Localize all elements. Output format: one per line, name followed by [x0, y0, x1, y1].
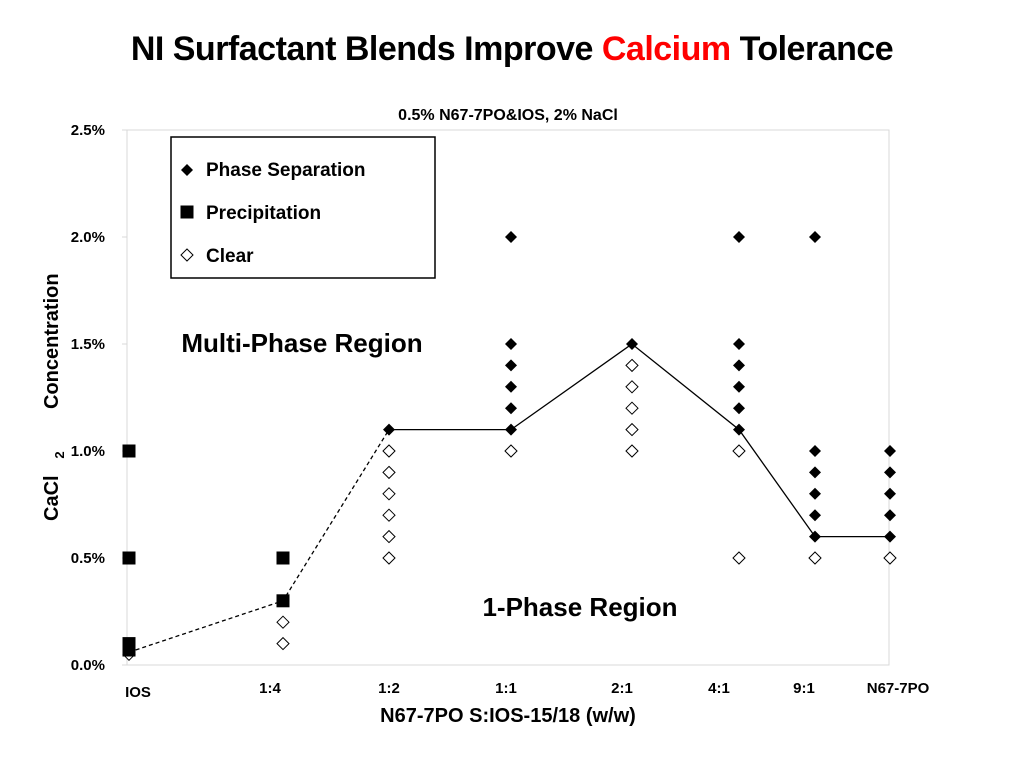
y-axis-label-main: CaCl	[41, 475, 63, 521]
y-axis-label-tail: Concentration	[41, 273, 63, 409]
clear-point	[883, 551, 897, 565]
slide-title: NI Surfactant Blends Improve Calcium Tol…	[0, 30, 1024, 69]
x-tick-label-9-1: 9:1	[793, 680, 815, 697]
data-points	[122, 231, 897, 662]
chart-subtitle: 0.5% N67-7PO&IOS, 2% NaCl	[398, 107, 618, 124]
phase-separation-point	[626, 338, 638, 350]
y-tick-label: 2.0%	[71, 229, 105, 246]
phase-separation-point	[505, 359, 517, 372]
annotation-multi-phase: Multi-Phase Region	[181, 328, 422, 358]
clear-point	[382, 444, 396, 458]
phase-separation-point	[505, 231, 517, 243]
phase-separation-point	[505, 423, 517, 436]
y-tick-label: 0.5%	[71, 550, 105, 567]
clear-point	[732, 551, 746, 565]
clear-point	[625, 380, 639, 394]
clear-point	[276, 636, 290, 651]
phase-separation-point	[884, 530, 896, 543]
x-axis-label: N67-7PO S:IOS-15/18 (w/w)	[380, 705, 636, 727]
phase-separation-point	[809, 509, 821, 522]
plot-area	[126, 129, 890, 666]
x-tick-label-2-1: 2:1	[611, 680, 633, 697]
title-text-2: Tolerance	[730, 30, 894, 68]
phase-separation-point	[505, 338, 517, 350]
x-tick-label-n67-7po: N67-7PO	[867, 680, 930, 697]
phase-separation-point	[383, 423, 395, 436]
x-axis-ticks: IOS 1:4 1:2 1:1 2:1 4:1 9:1 N67-7PO	[125, 680, 930, 701]
clear-point	[382, 551, 396, 565]
y-tick-label: 0.0%	[71, 657, 105, 674]
clear-point	[276, 615, 290, 629]
phase-separation-point	[884, 487, 896, 500]
clear-point	[382, 508, 396, 522]
legend-marker-clear	[180, 248, 194, 262]
phase-separation-point	[809, 530, 821, 543]
clear-point	[625, 422, 639, 437]
phase-separation-point	[733, 402, 745, 415]
legend-marker-precipitation	[180, 205, 194, 219]
phase-separation-point	[809, 231, 821, 243]
x-tick-label-1-4: 1:4	[259, 680, 281, 697]
y-axis-ticks: 0.0% 0.5% 1.0% 1.5% 2.0% 2.5%	[71, 122, 127, 674]
y-tick-label: 1.5%	[71, 336, 105, 353]
precipitation-point	[122, 551, 136, 565]
y-tick-label: 2.5%	[71, 122, 105, 139]
phase-separation-point	[733, 380, 745, 393]
precipitation-point	[122, 444, 136, 458]
phase-separation-point	[884, 445, 896, 457]
x-tick-label-ios: IOS	[125, 684, 151, 701]
clear-point	[625, 444, 639, 458]
phase-separation-point	[884, 466, 896, 479]
legend-label-phase-separation: Phase Separation	[206, 160, 365, 181]
clear-point	[382, 529, 396, 544]
legend-label-precipitation: Precipitation	[206, 203, 321, 224]
clear-point	[625, 358, 639, 373]
y-axis-label-sub: 2	[52, 451, 67, 458]
phase-separation-point	[733, 359, 745, 372]
precipitation-point	[276, 551, 290, 565]
title-highlight: Calcium	[601, 30, 731, 68]
phase-separation-point	[733, 338, 745, 350]
x-tick-label-4-1: 4:1	[708, 680, 730, 697]
y-axis-label: CaCl 2 Concentration	[41, 273, 67, 521]
clear-point	[732, 444, 746, 458]
clear-point	[382, 465, 396, 480]
clear-point	[382, 487, 396, 501]
y-tick-label: 1.0%	[71, 443, 105, 460]
phase-separation-point	[809, 445, 821, 457]
annotation-one-phase: 1-Phase Region	[482, 592, 677, 622]
x-tick-label-1-1: 1:1	[495, 680, 517, 697]
phase-separation-point	[809, 487, 821, 500]
boundary-solid-line	[389, 343, 890, 538]
boundary-dashed-line	[128, 429, 390, 653]
legend: Phase Separation Precipitation Clear	[170, 136, 436, 279]
legend-label-clear: Clear	[206, 246, 254, 267]
clear-point	[808, 551, 822, 565]
legend-marker-phase-separation	[181, 164, 193, 176]
phase-separation-point	[809, 466, 821, 479]
phase-separation-point	[884, 509, 896, 522]
phase-separation-point	[733, 423, 745, 436]
clear-point	[625, 401, 639, 415]
precipitation-point	[122, 637, 136, 651]
phase-separation-point	[505, 402, 517, 415]
precipitation-point	[276, 594, 290, 608]
clear-point	[504, 444, 518, 458]
phase-separation-point	[733, 231, 745, 243]
legend-box	[170, 136, 436, 279]
x-tick-label-1-2: 1:2	[378, 680, 400, 697]
phase-separation-point	[505, 380, 517, 393]
title-text-1: NI Surfactant Blends Improve	[130, 30, 602, 68]
